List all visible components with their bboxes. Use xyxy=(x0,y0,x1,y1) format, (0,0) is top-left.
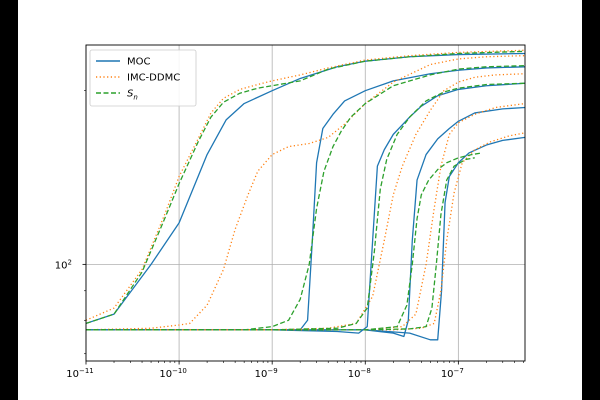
series-line-sn-10 xyxy=(86,50,525,325)
x-tick-label: 10−8 xyxy=(348,367,371,380)
legend-label-sn: Sn xyxy=(127,89,138,102)
series-line-sn-13 xyxy=(86,152,483,331)
series-line-imc-7 xyxy=(86,73,525,331)
legend-box xyxy=(89,49,197,107)
series-line-imc-8 xyxy=(86,102,525,331)
series-line-moc-2 xyxy=(86,82,525,334)
legend-label-moc: MOC xyxy=(127,57,150,68)
series-line-imc-6 xyxy=(86,55,525,331)
y-tick-label: 102 xyxy=(55,258,72,271)
series-line-sn-11 xyxy=(86,65,525,331)
series-line-sn-12 xyxy=(86,82,525,331)
legend-label-imc: IMC-DDMC xyxy=(127,73,180,84)
x-tick-label: 10−11 xyxy=(66,367,94,380)
series-line-moc-3 xyxy=(86,106,525,338)
series-layer xyxy=(86,49,525,341)
legend: MOC IMC-DDMC Sn xyxy=(89,49,197,107)
series-line-sn-14 xyxy=(86,157,475,331)
x-tick-label: 10−10 xyxy=(159,367,187,380)
plot-frame xyxy=(85,44,526,362)
axis-layer: 10−11 10−10 10−9 10−8 10−7 102 xyxy=(55,90,524,380)
x-tick-label: 10−7 xyxy=(441,367,464,380)
x-tick-label: 10−9 xyxy=(255,367,278,380)
series-line-moc-4 xyxy=(86,136,525,341)
